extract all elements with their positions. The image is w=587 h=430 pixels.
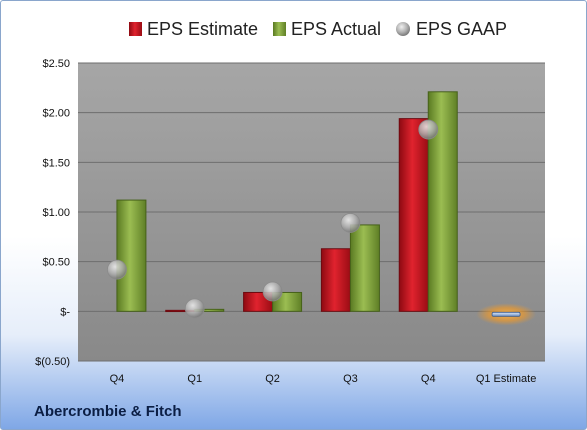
- x-tick-label: Q1: [187, 373, 202, 385]
- y-tick-label: $1.50: [42, 157, 70, 169]
- legend-item-eps-gaap: EPS GAAP: [396, 19, 507, 39]
- bar-eps-actual: [349, 224, 380, 312]
- legend-label-eps-estimate: EPS Estimate: [147, 19, 258, 39]
- bar-eps-estimate-next: [491, 311, 521, 317]
- legend-swatch-eps-gaap: [396, 22, 410, 36]
- x-tick-label: Q1 Estimate: [476, 373, 537, 385]
- y-tick-label: $2.50: [42, 58, 70, 70]
- marker-eps-gaap: [107, 259, 127, 280]
- y-tick-label: $2.00: [42, 108, 70, 120]
- legend-label-eps-gaap: EPS GAAP: [416, 19, 507, 39]
- company-title: Abercrombie & Fitch: [34, 403, 182, 420]
- y-tick-label: $1.00: [42, 207, 70, 219]
- legend-item-eps-actual: EPS Actual: [273, 19, 381, 39]
- legend: EPS Estimate EPS Actual EPS GAAP: [129, 19, 507, 39]
- legend-item-eps-estimate: EPS Estimate: [129, 19, 258, 39]
- legend-swatch-eps-estimate: [129, 22, 142, 36]
- legend-swatch-eps-actual: [273, 22, 286, 36]
- marker-eps-gaap: [418, 119, 439, 140]
- y-tick-label: $-: [60, 306, 70, 318]
- bar-eps-estimate: [398, 118, 429, 312]
- bar-eps-estimate: [320, 248, 351, 312]
- marker-eps-gaap: [184, 298, 205, 319]
- x-tick-label: Q4: [421, 373, 436, 385]
- legend-label-eps-actual: EPS Actual: [291, 19, 381, 39]
- x-tick-label: Q4: [110, 373, 125, 385]
- bar-eps-actual: [116, 199, 147, 312]
- y-tick-label: $0.50: [42, 257, 70, 269]
- x-tick-label: Q3: [343, 373, 358, 385]
- y-tick-label: $(0.50): [35, 356, 70, 368]
- x-tick-label: Q2: [265, 373, 280, 385]
- marker-eps-gaap: [262, 281, 283, 302]
- marker-eps-gaap: [340, 213, 361, 233]
